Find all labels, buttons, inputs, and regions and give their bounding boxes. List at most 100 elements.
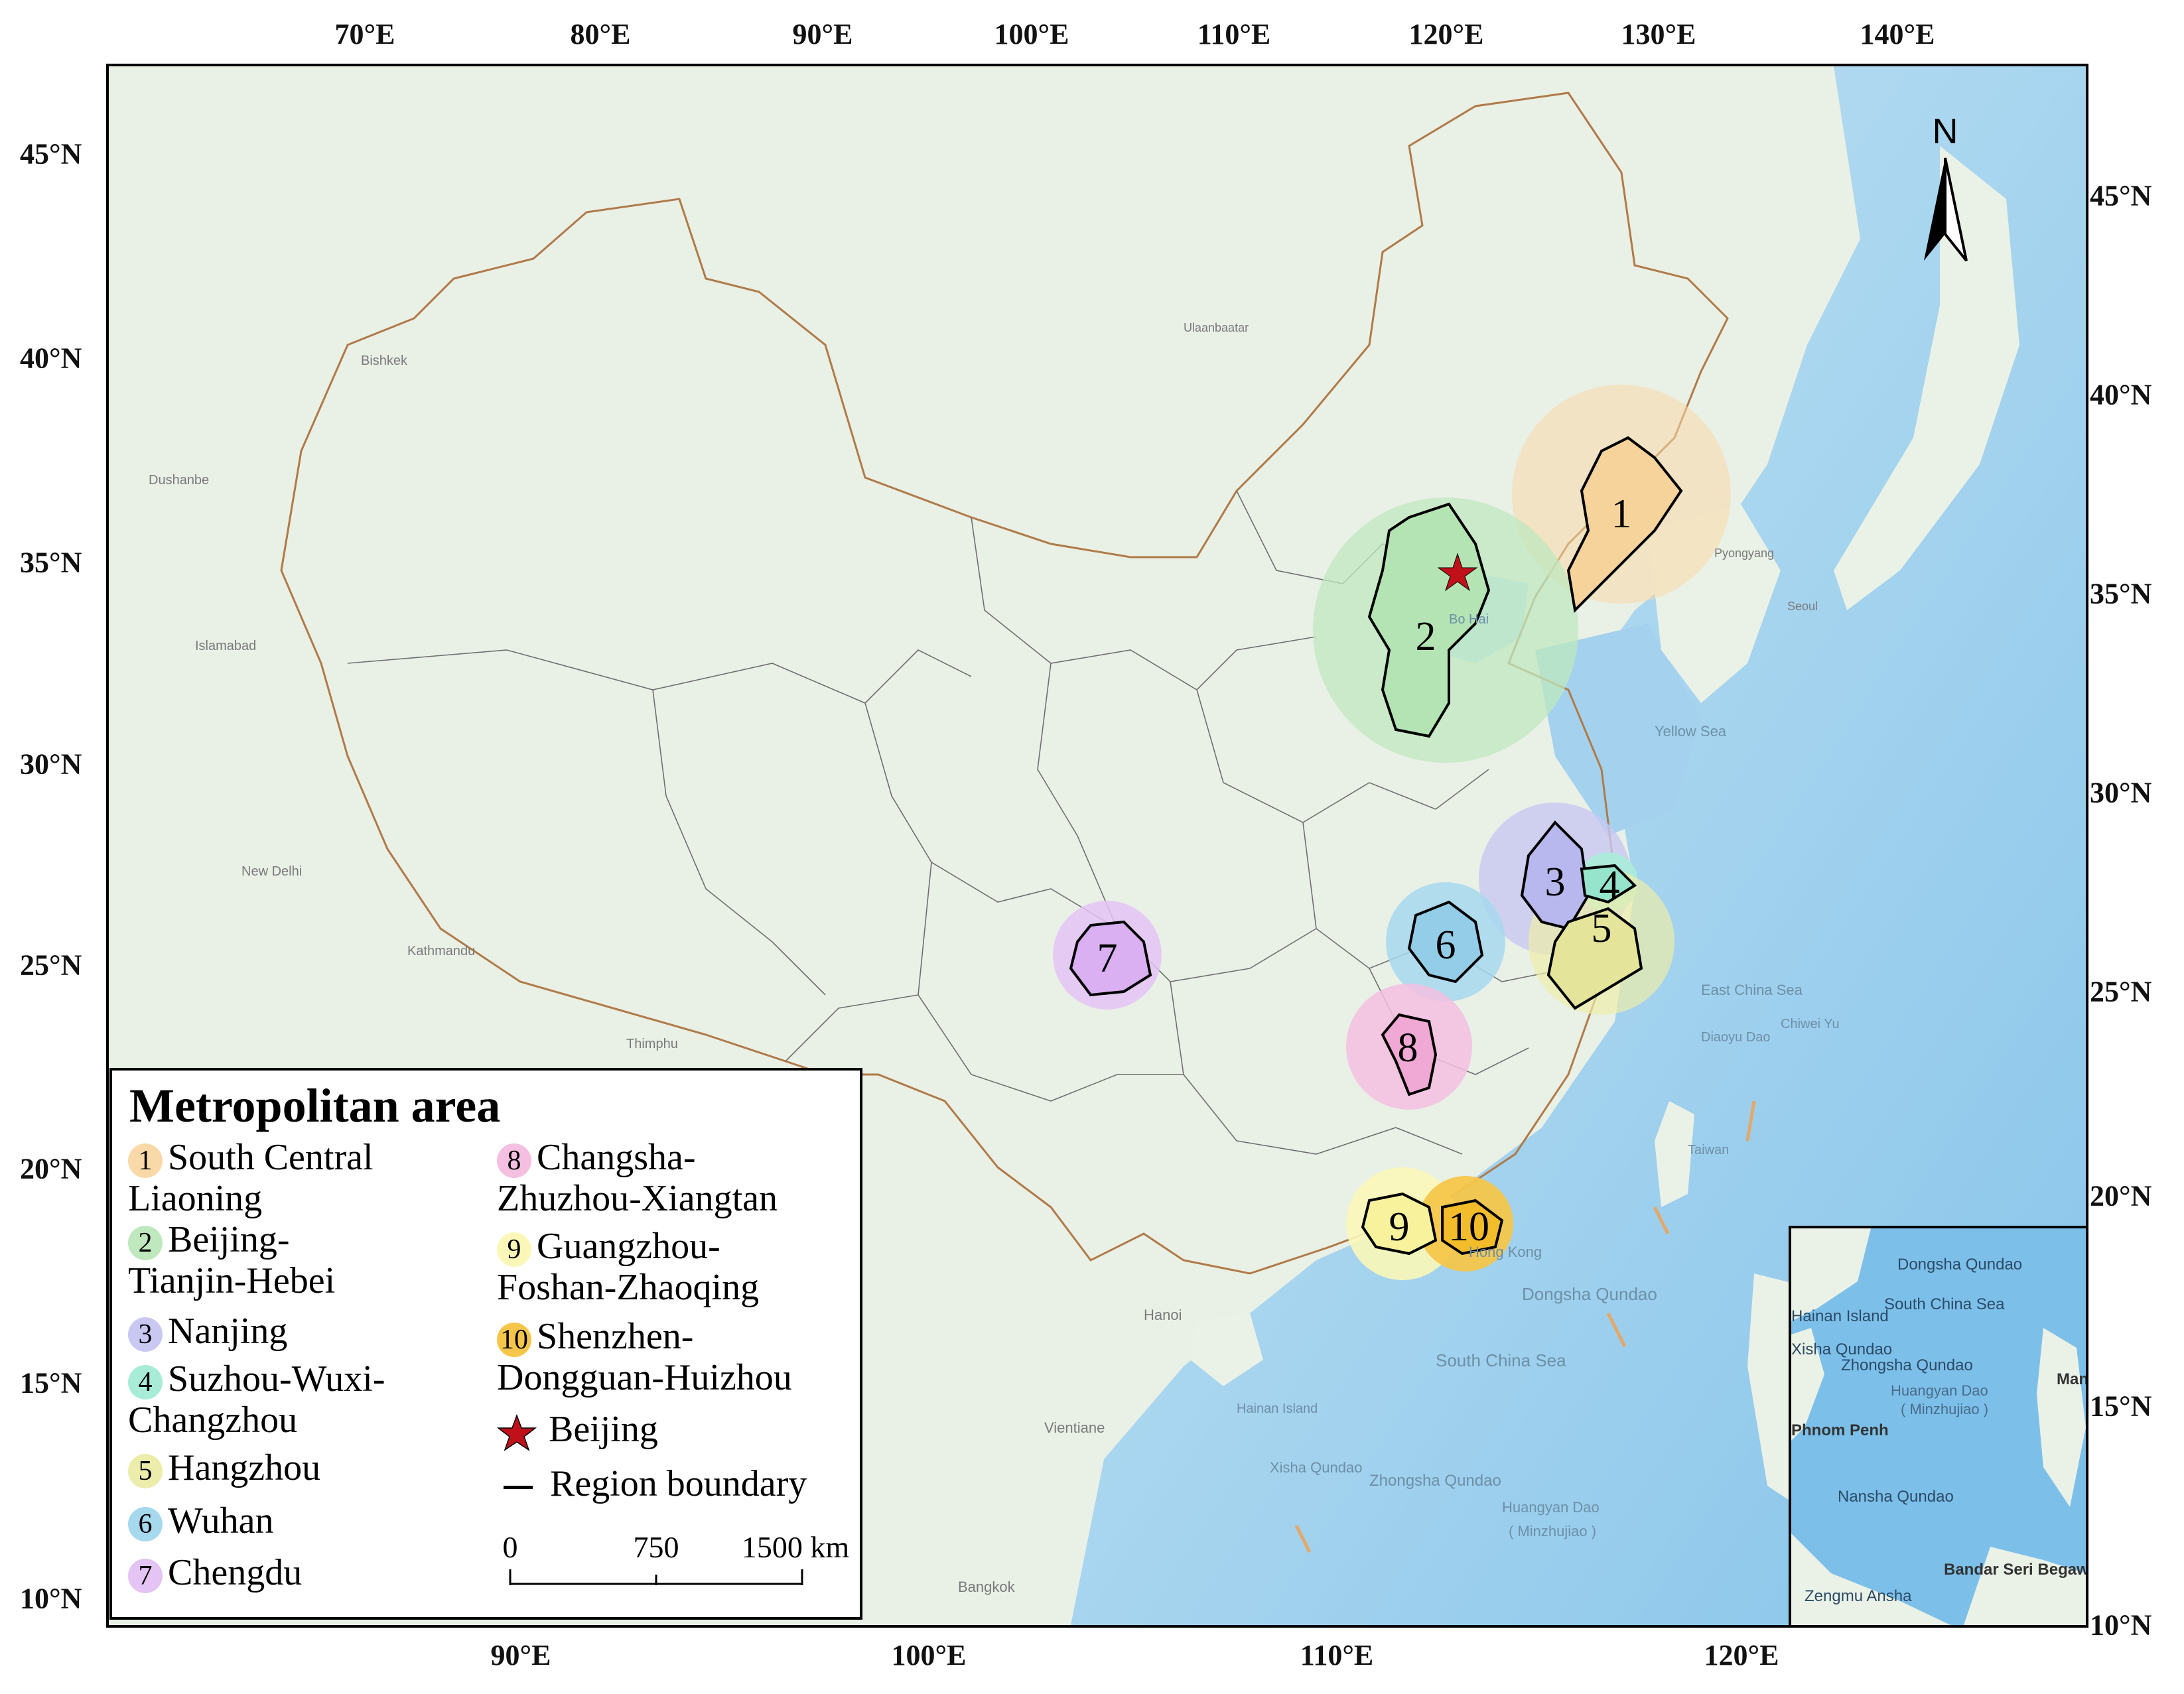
region-number-1: 1 xyxy=(1611,491,1632,537)
map-labels: Yellow Sea East China Sea Bo Hai Dongsha… xyxy=(149,321,1840,1595)
region-5 xyxy=(1546,907,1643,1010)
inset-label-phnom-penh: Phnom Penh xyxy=(1791,1421,1889,1439)
tick-label-right: 40°N xyxy=(2090,378,2152,411)
region-number-9: 9 xyxy=(1389,1205,1410,1250)
legend-item-7: 7 Chengdu xyxy=(128,1552,303,1594)
region-number-3: 3 xyxy=(1545,860,1566,905)
label-bo-hai: Bo Hai xyxy=(1449,612,1489,627)
region-7 xyxy=(1069,920,1152,997)
label-hong-kong: Hong Kong xyxy=(1469,1244,1542,1260)
legend-item-line2: Changzhou xyxy=(128,1400,298,1441)
label-islamabad: Islamabad xyxy=(195,639,256,653)
inset-label-hainan: Hainan Island xyxy=(1791,1307,1889,1325)
legend-badge: 3 xyxy=(128,1317,163,1352)
legend-badge: 6 xyxy=(128,1507,163,1542)
inset-label-minzhujiao: ( Minzhujiao ) xyxy=(1901,1401,1988,1417)
legend-item-1: 1 South Central Liaoning xyxy=(128,1137,374,1219)
legend-boundary-label: Region boundary xyxy=(550,1463,807,1504)
metro-polygons xyxy=(1069,436,1683,1256)
region-number-4: 4 xyxy=(1600,863,1620,908)
region-number-5: 5 xyxy=(1592,906,1612,951)
legend-item-line1: Shenzhen- xyxy=(537,1316,694,1357)
tick-label-top: 100°E xyxy=(994,18,1069,50)
label-thimphu: Thimphu xyxy=(626,1037,678,1051)
tick-label-bottom: 90°E xyxy=(490,1639,551,1671)
label-minzhujiao: ( Minzhujiao ) xyxy=(1509,1523,1596,1539)
legend-item-line1: Guangzhou- xyxy=(537,1226,720,1267)
label-bishkek: Bishkek xyxy=(361,354,408,368)
tick-label-bottom: 110°E xyxy=(1300,1639,1374,1671)
legend-item-line1: South Central xyxy=(168,1137,374,1178)
scale-bar: 0 750 1500 km xyxy=(497,1528,855,1601)
tick-label-left: 30°N xyxy=(20,748,82,781)
north-arrow: N xyxy=(1917,111,1990,271)
yellow-sea-water xyxy=(1535,623,1701,836)
legend-item-line2: Dongguan-Huizhou xyxy=(497,1357,792,1399)
scale-tick-label: 1500 km xyxy=(742,1530,850,1564)
label-south-china-sea: South China Sea xyxy=(1436,1350,1566,1370)
region-9 xyxy=(1361,1192,1438,1256)
legend: Metropolitan area 1 South Central Liaonin… xyxy=(109,1068,862,1620)
tick-label-left: 40°N xyxy=(20,342,82,375)
tick-label-top: 110°E xyxy=(1197,18,1271,50)
inset-label-zhongsha: Zhongsha Qundao xyxy=(1841,1356,1973,1374)
legend-badge: 8 xyxy=(497,1143,531,1179)
tick-label-right: 15°N xyxy=(2090,1390,2152,1423)
dash-line xyxy=(1294,1100,1756,1553)
inset-label-bandar: Bandar Seri Begawan xyxy=(1944,1561,2086,1579)
legend-item-line1: Wuhan xyxy=(168,1500,274,1541)
legend-item-line1: Hangzhou xyxy=(168,1447,321,1488)
legend-badge: 10 xyxy=(497,1323,531,1358)
tick-label-right: 10°N xyxy=(2090,1608,2152,1642)
scale-tick-label: 750 xyxy=(634,1530,679,1564)
label-bangkok: Bangkok xyxy=(958,1579,1016,1595)
tick-label-left: 45°N xyxy=(20,137,82,170)
legend-item-6: 6 Wuhan xyxy=(128,1500,274,1542)
legend-item-line1: Suzhou-Wuxi- xyxy=(168,1358,385,1400)
legend-item-line1: Changsha- xyxy=(537,1137,696,1178)
inset-label-nansha: Nansha Qundao xyxy=(1838,1488,1954,1506)
inset-label-manila: Manila xyxy=(2057,1370,2086,1388)
tick-label-left: 35°N xyxy=(20,546,82,579)
inset-label-dongsha: Dongsha Qundao xyxy=(1897,1256,2022,1273)
tick-label-right: 25°N xyxy=(2090,975,2152,1008)
legend-item-line2: Foshan-Zhaoqing xyxy=(497,1267,760,1309)
tick-label-left: 10°N xyxy=(20,1582,82,1615)
tick-label-left: 20°N xyxy=(20,1152,82,1185)
tick-label-top: 70°E xyxy=(334,18,395,50)
tick-label-right: 45°N xyxy=(2090,179,2152,212)
legend-item-line2: Zhuzhou-Xiangtan xyxy=(497,1178,778,1220)
label-east-china-sea: East China Sea xyxy=(1701,982,1803,998)
tick-label-top: 130°E xyxy=(1621,18,1696,50)
inset-label-zengmu: Zengmu Ansha xyxy=(1805,1587,1912,1605)
inset-map: Dongsha Qundao South China Sea Hainan Is… xyxy=(1789,1226,2088,1628)
tick-label-bottom: 120°E xyxy=(1704,1639,1779,1671)
beijing-star xyxy=(1437,553,1478,592)
label-hanoi: Hanoi xyxy=(1144,1307,1182,1323)
region-8 xyxy=(1381,1013,1438,1096)
label-taiwan: Taiwan xyxy=(1688,1143,1729,1157)
region-1 xyxy=(1566,436,1683,614)
legend-badge: 9 xyxy=(497,1232,531,1268)
legend-item-line1: Beijing- xyxy=(168,1219,290,1260)
legend-item-3: 3 Nanjing xyxy=(128,1311,287,1352)
legend-title: Metropolitan area xyxy=(129,1079,501,1132)
legend-item-2: 2 Beijing- Tianjin-Hebei xyxy=(128,1219,335,1301)
tick-label-top: 120°E xyxy=(1408,18,1484,50)
legend-badge: 2 xyxy=(128,1226,163,1261)
legend-item-line1: Chengdu xyxy=(168,1552,303,1593)
legend-item-4: 4 Suzhou-Wuxi- Changzhou xyxy=(128,1358,385,1441)
label-xisha: Xisha Qundao xyxy=(1270,1459,1362,1476)
region-number-10: 10 xyxy=(1448,1205,1489,1250)
legend-item-line2: Tianjin-Hebei xyxy=(128,1260,336,1302)
label-ulaanbaatar: Ulaanbaatar xyxy=(1184,321,1249,334)
region-10 xyxy=(1441,1199,1504,1256)
label-chiwei: Chiwei Yu xyxy=(1781,1017,1840,1031)
legend-capital: Beijing xyxy=(496,1409,658,1452)
legend-capital-label: Beijing xyxy=(549,1409,658,1450)
region-number-6: 6 xyxy=(1436,923,1456,968)
tick-label-top: 80°E xyxy=(570,18,631,50)
label-pyongyang: Pyongyang xyxy=(1714,547,1774,560)
label-zhongsha: Zhongsha Qundao xyxy=(1369,1472,1501,1490)
tick-label-right: 30°N xyxy=(2090,776,2152,809)
